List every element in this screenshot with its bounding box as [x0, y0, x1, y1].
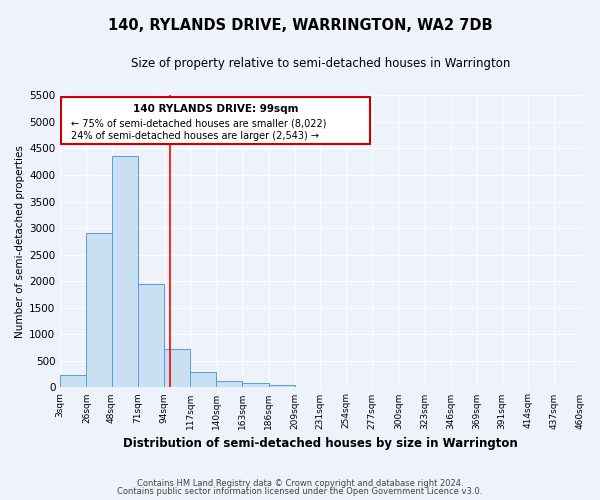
Bar: [190, 372, 216, 388]
Bar: [112, 156, 137, 388]
Bar: [60, 375, 86, 388]
Y-axis label: Number of semi-detached properties: Number of semi-detached properties: [15, 145, 25, 338]
FancyBboxPatch shape: [61, 98, 370, 144]
Bar: [242, 384, 269, 388]
Bar: [86, 234, 112, 388]
Bar: [216, 380, 242, 388]
X-axis label: Distribution of semi-detached houses by size in Warrington: Distribution of semi-detached houses by …: [123, 437, 518, 450]
Bar: [164, 348, 190, 388]
Bar: [269, 385, 295, 388]
Text: 24% of semi-detached houses are larger (2,543) →: 24% of semi-detached houses are larger (…: [71, 131, 319, 141]
Text: ← 75% of semi-detached houses are smaller (8,022): ← 75% of semi-detached houses are smalle…: [71, 118, 326, 128]
Text: Contains public sector information licensed under the Open Government Licence v3: Contains public sector information licen…: [118, 487, 482, 496]
Text: 140, RYLANDS DRIVE, WARRINGTON, WA2 7DB: 140, RYLANDS DRIVE, WARRINGTON, WA2 7DB: [107, 18, 493, 32]
Text: Contains HM Land Registry data © Crown copyright and database right 2024.: Contains HM Land Registry data © Crown c…: [137, 478, 463, 488]
Bar: [137, 284, 164, 388]
Title: Size of property relative to semi-detached houses in Warrington: Size of property relative to semi-detach…: [131, 58, 510, 70]
Text: 140 RYLANDS DRIVE: 99sqm: 140 RYLANDS DRIVE: 99sqm: [133, 104, 298, 114]
